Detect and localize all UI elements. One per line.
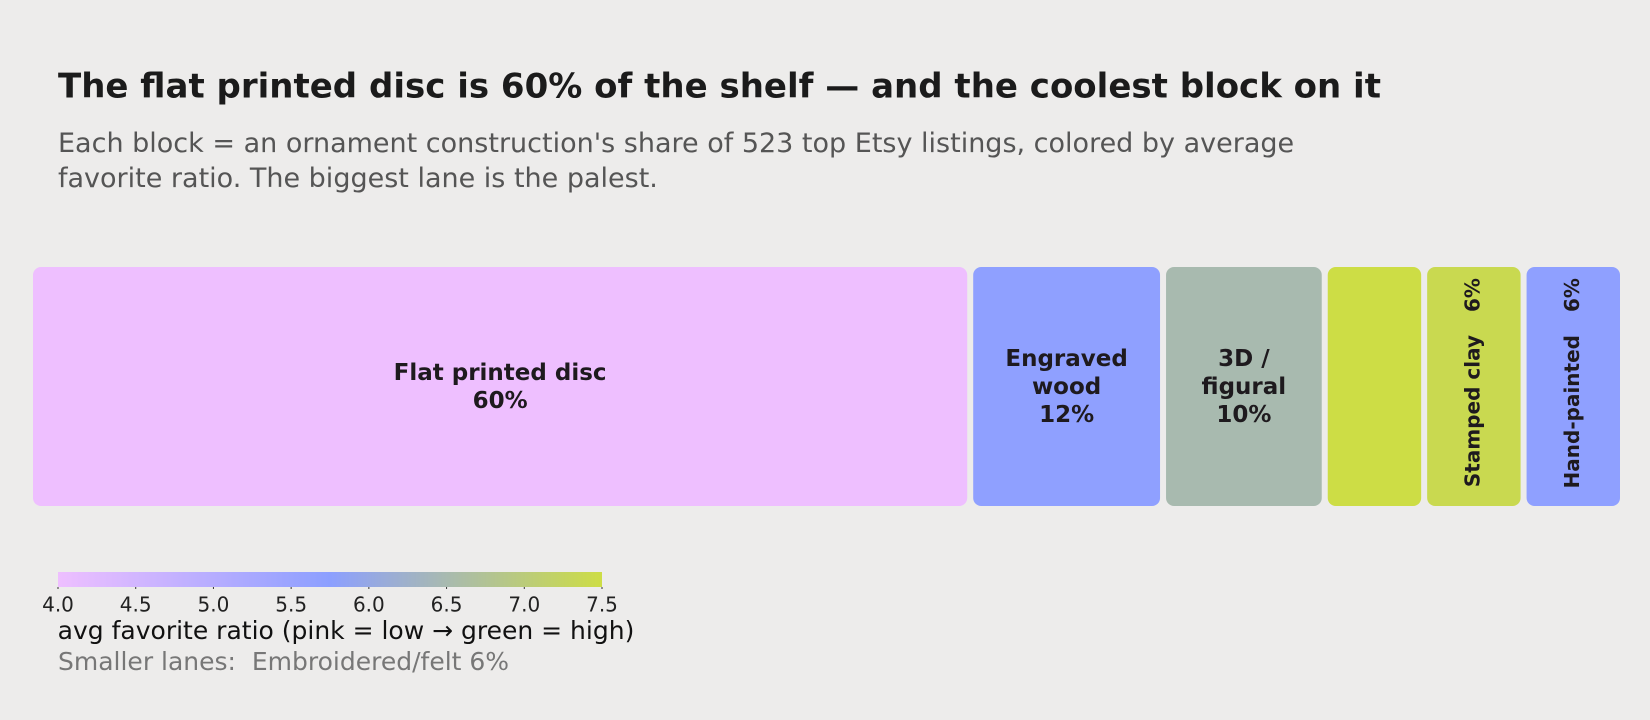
value-label: 10% (1216, 401, 1272, 428)
colorbar (58, 572, 602, 587)
footnote: Smaller lanes: Embroidered/felt 6% (58, 647, 509, 676)
colorbar-tick-label: 7.5 (586, 593, 618, 617)
chart-subtitle: Each block = an ornament construction's … (58, 128, 1295, 194)
block-label: Engraved wood 12% (973, 267, 1160, 506)
colorbar-tick-label: 5.5 (275, 593, 307, 617)
value-label: 6% (1560, 278, 1584, 312)
block (33, 267, 968, 506)
block-label: 3D / figural 10% (1166, 267, 1322, 506)
block (1526, 267, 1620, 506)
block (1327, 267, 1422, 506)
block (1427, 267, 1521, 506)
value-label: 12% (1039, 401, 1095, 428)
colorbar-tick-label: 4.0 (42, 593, 74, 617)
category-label: 3D / figural (1201, 345, 1287, 400)
colorbar-tick-label: 6.0 (353, 593, 385, 617)
block-label: Flat printed disc 60% (33, 267, 967, 506)
category-label: Stamped clay (1460, 335, 1484, 487)
colorbar-label: avg favorite ratio (pink = low → green =… (58, 616, 635, 645)
colorbar-tick-label: 4.5 (120, 593, 152, 617)
category-label: Hand-painted (1560, 335, 1584, 488)
category-label: Engraved wood (1005, 345, 1128, 400)
chart-title: The flat printed disc is 60% of the shel… (58, 67, 1381, 107)
block (1166, 267, 1322, 506)
value-label: 60% (472, 387, 528, 414)
category-label: Flat printed disc (393, 359, 607, 386)
subtitle-box: Each block = an ornament construction's … (58, 128, 1295, 194)
colorbar-tick-label: 6.5 (431, 593, 463, 617)
colorbar-tick-label: 7.0 (508, 593, 540, 617)
colorbar-tick-label: 5.0 (198, 593, 230, 617)
block (973, 267, 1161, 506)
value-label: 6% (1460, 278, 1484, 312)
